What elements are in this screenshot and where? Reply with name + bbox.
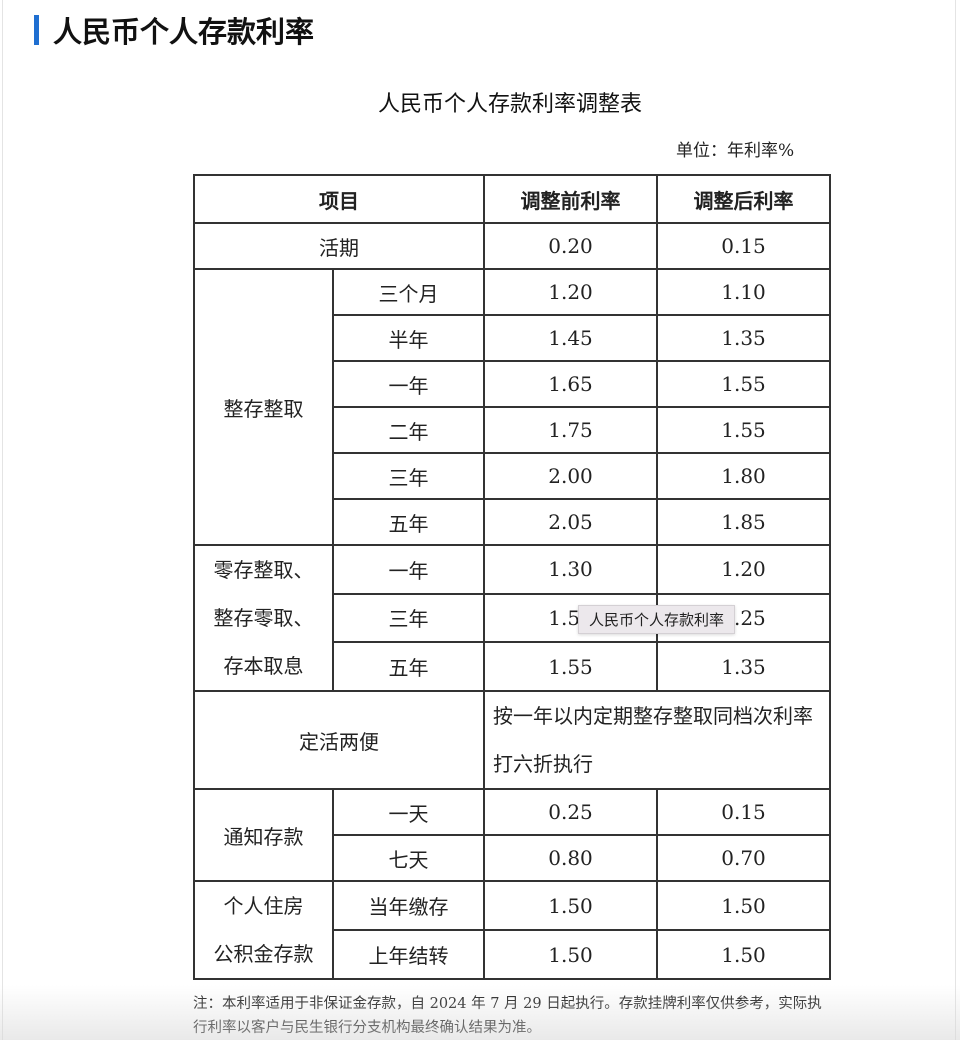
table-row: 七天 0.80 0.70	[194, 834, 831, 882]
term: 一天	[332, 788, 485, 836]
rate-after: 1.85	[656, 498, 831, 546]
image-tooltip: 人民币个人存款利率	[578, 605, 736, 634]
label-line: 存本取息	[223, 654, 304, 678]
rate-after: 1.35	[656, 314, 831, 362]
table-header-row: 项目 调整前利率 调整后利率	[193, 174, 831, 224]
rate-before: 1.45	[483, 314, 658, 362]
group-label: 个人住房 公积金存款	[193, 880, 334, 980]
table-row: 个人住房 公积金存款 当年缴存 1.50 1.50	[193, 880, 831, 980]
header-before: 调整前利率	[483, 174, 658, 224]
table-title: 人民币个人存款利率调整表	[377, 92, 642, 117]
rate-after: 1.55	[656, 406, 831, 454]
label-line: 个人住房	[223, 894, 304, 918]
header-after: 调整后利率	[656, 174, 831, 224]
table-row: 半年 1.45 1.35	[194, 314, 831, 362]
header-item: 项目	[193, 174, 485, 224]
rate-before: 2.05	[483, 498, 658, 546]
group-label: 通知存款	[193, 788, 334, 882]
title-accent-bar	[34, 15, 39, 45]
term: 三年	[332, 452, 485, 500]
rate-before: 0.25	[483, 788, 658, 836]
rate-table: 项目 调整前利率 调整后利率 活期 0.20 0.15 整存整取 三个月 1.2…	[193, 174, 831, 980]
left-border	[2, 0, 3, 1040]
rate-before: 1.30	[483, 544, 658, 595]
table-row: 二年 1.75 1.55	[194, 406, 831, 454]
rate-before: 1.65	[483, 360, 658, 408]
table-row: 一年 1.65 1.55	[194, 360, 831, 408]
term: 七天	[332, 834, 485, 882]
term: 二年	[332, 406, 485, 454]
table-row: 通知存款 一天 0.25 0.15	[193, 788, 831, 882]
rate-after: 1.10	[656, 268, 831, 316]
table-row: 五年 2.05 1.85	[194, 498, 831, 546]
label-line: 零存整取、	[213, 558, 314, 582]
rate-before: 1.55	[483, 641, 658, 692]
row-label: 定活两便	[193, 690, 485, 790]
rate-before: 1.20	[483, 268, 658, 316]
rate-after: 1.50	[656, 929, 831, 980]
label-line: 公积金存款	[213, 942, 314, 966]
rate-after: 0.15	[656, 788, 831, 836]
group-label: 零存整取、 整存零取、 存本取息	[193, 544, 334, 692]
unit-label: 单位：年利率%	[676, 141, 795, 161]
table-row: 上年结转 1.50 1.50	[194, 929, 831, 980]
group-label: 整存整取	[193, 268, 334, 546]
term: 五年	[332, 641, 485, 692]
rate-before: 0.80	[483, 834, 658, 882]
section-title: 人民币个人存款利率	[53, 15, 315, 49]
term: 半年	[332, 314, 485, 362]
flexible-rule: 按一年以内定期整存整取同档次利率打六折执行	[483, 690, 831, 790]
section-header: 人民币个人存款利率	[34, 12, 315, 49]
term: 五年	[332, 498, 485, 546]
rate-before: 1.75	[483, 406, 658, 454]
term: 当年缴存	[332, 880, 485, 931]
rate-before: 1.50	[483, 880, 658, 931]
rate-after: 1.80	[656, 452, 831, 500]
term: 一年	[332, 360, 485, 408]
table-row: 活期 0.20 0.15	[193, 222, 831, 270]
rate-after: 1.50	[656, 880, 831, 931]
table-row: 零存整取、 整存零取、 存本取息 一年 1.30 1.20	[193, 544, 831, 692]
table-row: 整存整取 三个月 1.20 1.10	[193, 268, 831, 546]
table-row: 三年 2.00 1.80	[194, 452, 831, 500]
term: 上年结转	[332, 929, 485, 980]
term: 三年	[332, 592, 485, 644]
table-row: 定活两便 按一年以内定期整存整取同档次利率打六折执行	[193, 690, 831, 790]
label-line: 整存零取、	[213, 606, 314, 630]
rate-after: 1.55	[656, 360, 831, 408]
rate-before: 2.00	[483, 452, 658, 500]
term: 一年	[332, 544, 485, 595]
row-label: 活期	[193, 222, 485, 270]
rate-after: 1.20	[656, 544, 831, 595]
right-border	[955, 0, 956, 1040]
table-row: 五年 1.55 1.35	[194, 641, 831, 692]
rate-after: 0.15	[656, 222, 831, 270]
footnote: 注：本利率适用于非保证金存款，自 2024 年 7 月 29 日起执行。存款挂牌…	[193, 996, 822, 1036]
rate-after: 0.70	[656, 834, 831, 882]
rate-after: 1.35	[656, 641, 831, 692]
rate-before: 0.20	[483, 222, 658, 270]
term: 三个月	[332, 268, 485, 316]
rate-before: 1.50	[483, 929, 658, 980]
